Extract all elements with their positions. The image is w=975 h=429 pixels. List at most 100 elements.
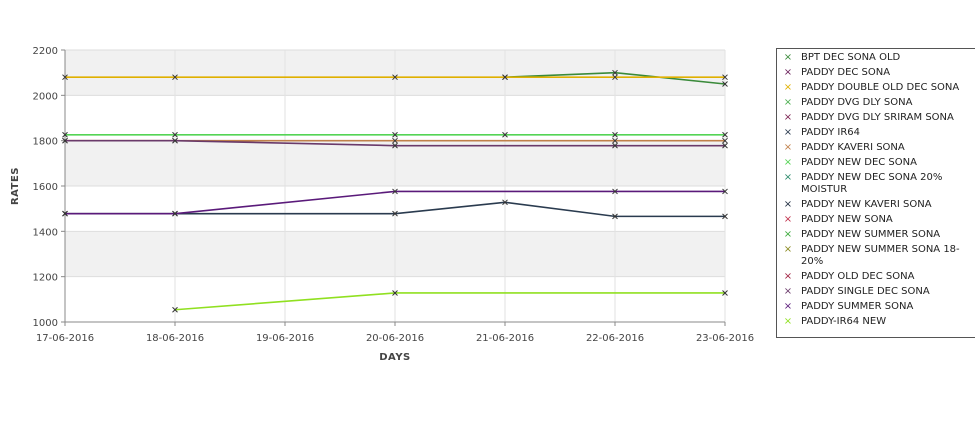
y-tick-label: 2200 <box>33 46 58 57</box>
legend-marker-icon: × <box>783 301 793 312</box>
legend-marker-icon: × <box>783 157 793 168</box>
legend-label: PADDY NEW DEC SONA <box>801 157 917 168</box>
data-point-marker <box>722 142 728 149</box>
legend-label: PADDY NEW KAVERI SONA <box>801 199 932 210</box>
y-tick-label: 1400 <box>33 227 58 238</box>
x-tick-label: 19-06-2016 <box>256 333 314 344</box>
legend-item: × PADDY DEC SONA <box>781 67 975 79</box>
legend-item: × PADDY SUMMER SONA <box>781 301 975 313</box>
data-point-marker <box>612 74 618 81</box>
x-tick-label: 22-06-2016 <box>586 333 644 344</box>
legend-marker-icon: × <box>783 67 793 78</box>
legend-item: × PADDY SINGLE DEC SONA <box>781 286 975 298</box>
legend-label: PADDY NEW SUMMER SONA <box>801 229 941 240</box>
data-point-marker <box>612 69 618 76</box>
legend-label: PADDY OLD DEC SONA <box>801 271 915 282</box>
x-tick-label: 20-06-2016 <box>366 333 424 344</box>
legend-label: PADDY IR64 <box>801 127 860 138</box>
data-point-marker <box>62 210 68 217</box>
y-tick-label: 1000 <box>33 318 58 329</box>
legend-marker-icon: × <box>783 199 793 210</box>
data-point-marker <box>62 137 68 144</box>
legend-marker-icon: × <box>783 244 793 255</box>
legend-item: × PADDY NEW DEC SONA <box>781 157 975 169</box>
legend-label: PADDY NEW SONA <box>801 214 893 225</box>
data-point-marker <box>392 137 398 144</box>
legend-marker-icon: × <box>783 97 793 108</box>
legend-marker-icon: × <box>783 271 793 282</box>
legend-marker-icon: × <box>783 172 793 183</box>
legend-item: × PADDY DVG DLY SRIRAM SONA <box>781 112 975 124</box>
legend-marker-icon: × <box>783 229 793 240</box>
data-point-marker <box>172 131 178 138</box>
legend-marker-icon: × <box>783 52 793 63</box>
data-point-marker <box>722 137 728 144</box>
data-point-marker <box>502 74 508 81</box>
legend-item: × PADDY DOUBLE OLD DEC SONA <box>781 82 975 94</box>
legend-marker-icon: × <box>783 286 793 297</box>
legend-label: PADDY-IR64 NEW <box>801 316 887 327</box>
data-point-marker <box>722 290 728 296</box>
legend-marker-icon: × <box>783 316 793 327</box>
legend-label: PADDY KAVERI SONA <box>801 142 905 153</box>
data-point-marker <box>392 210 398 217</box>
data-markers <box>62 69 728 313</box>
legend-item: × PADDY NEW DEC SONA 20% MOISTUR <box>781 172 975 196</box>
data-point-marker <box>172 137 178 144</box>
legend-label: PADDY NEW SUMMER SONA 18-20% <box>801 244 960 267</box>
data-point-marker <box>392 131 398 138</box>
legend-marker-icon: × <box>783 214 793 225</box>
legend-label: PADDY DEC SONA <box>801 67 891 78</box>
legend-item: × PADDY IR64 <box>781 127 975 139</box>
legend-label: PADDY SINGLE DEC SONA <box>801 286 930 297</box>
legend-label: PADDY DVG DLY SRIRAM SONA <box>801 112 954 123</box>
legend-item: × PADDY NEW SUMMER SONA <box>781 229 975 241</box>
data-point-marker <box>502 199 508 206</box>
legend-marker-icon: × <box>783 127 793 138</box>
legend-label: PADDY SUMMER SONA <box>801 301 914 312</box>
y-tick-label: 1800 <box>33 137 58 148</box>
x-tick-label: 21-06-2016 <box>476 333 534 344</box>
data-point-marker <box>172 306 178 313</box>
legend-label: PADDY NEW DEC SONA 20% MOISTUR <box>801 172 943 195</box>
data-point-marker <box>392 74 398 81</box>
data-point-marker <box>502 131 508 138</box>
legend-label: PADDY DOUBLE OLD DEC SONA <box>801 82 960 93</box>
y-axis-title: RATES <box>10 167 21 205</box>
data-point-marker <box>612 131 618 138</box>
data-point-marker <box>62 131 68 138</box>
data-point-marker <box>392 188 398 195</box>
data-point-marker <box>722 213 728 220</box>
x-axis-title: DAYS <box>379 352 411 363</box>
legend-marker-icon: × <box>783 112 793 123</box>
legend-label: PADDY DVG DLY SONA <box>801 97 913 108</box>
x-tick-label: 17-06-2016 <box>36 333 94 344</box>
data-point-marker <box>722 74 728 81</box>
x-tick-label: 18-06-2016 <box>146 333 204 344</box>
legend-item: × BPT DEC SONA OLD <box>781 52 975 64</box>
legend-item: × PADDY DVG DLY SONA <box>781 97 975 109</box>
data-point-marker <box>722 188 728 195</box>
y-tick-label: 1200 <box>33 273 58 284</box>
legend-label: BPT DEC SONA OLD <box>801 52 901 63</box>
data-point-marker <box>172 74 178 81</box>
data-point-marker <box>172 210 178 217</box>
legend-item: × PADDY NEW KAVERI SONA <box>781 199 975 211</box>
data-point-marker <box>612 142 618 149</box>
data-point-marker <box>612 188 618 195</box>
data-point-marker <box>392 142 398 149</box>
legend-marker-icon: × <box>783 82 793 93</box>
data-point-marker <box>612 213 618 220</box>
legend-marker-icon: × <box>783 142 793 153</box>
legend: × BPT DEC SONA OLD × PADDY DEC SONA × PADDY D… <box>776 48 975 338</box>
legend-item: × PADDY OLD DEC SONA <box>781 271 975 283</box>
legend-item: × PADDY NEW SONA <box>781 214 975 226</box>
data-point-marker <box>722 131 728 138</box>
x-tick-label: 23-06-2016 <box>696 333 754 344</box>
legend-item: × PADDY-IR64 NEW <box>781 316 975 328</box>
data-point-marker <box>62 74 68 81</box>
y-tick-label: 1600 <box>33 182 58 193</box>
legend-item: × PADDY NEW SUMMER SONA 18-20% <box>781 244 975 268</box>
data-point-marker <box>722 81 728 87</box>
